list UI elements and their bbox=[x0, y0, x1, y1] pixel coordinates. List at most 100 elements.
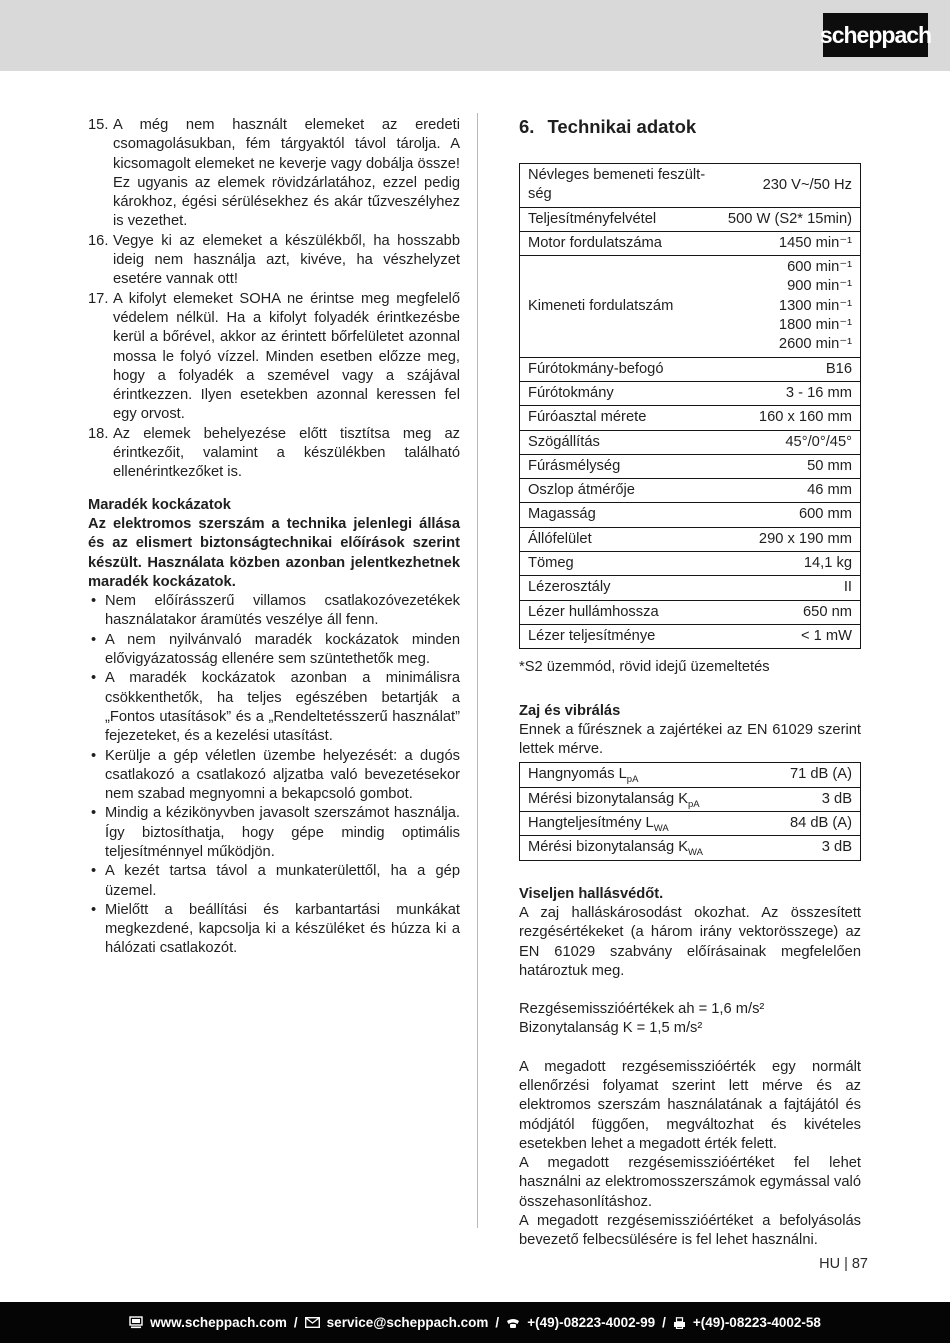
spec-value: 46 mm bbox=[717, 478, 861, 503]
spec-label: Motor fordulatszáma bbox=[519, 230, 718, 256]
numbered-item-16: 16. Vegye ki az elemeket a készülékből, … bbox=[88, 232, 460, 290]
section-title: 6. Technikai adatok bbox=[519, 116, 861, 138]
table-row: Teljesítményfelvétel 500 W (S2* 15min) bbox=[519, 206, 861, 232]
item-number: 18. bbox=[88, 425, 109, 442]
bullet-text: Mindig a kézikönyvben javasolt szerszámo… bbox=[105, 805, 460, 860]
bullet-text: Kerülje a gép véletlen üzembe helyezését… bbox=[105, 747, 460, 803]
hearing-protection-heading: Viseljen hallásvédőt. bbox=[519, 885, 664, 902]
spec-value: 600 min⁻¹ 900 min⁻¹ 1300 min⁻¹ 1800 min⁻… bbox=[717, 255, 861, 358]
table-row: Kimeneti fordulatszám 600 min⁻¹ 900 min⁻… bbox=[519, 255, 861, 358]
bullet-text: Nem előírásszerű villamos csatlakozóveze… bbox=[105, 593, 460, 629]
hearing-paragraph: A zaj halláskárosodást okozhat. Az össze… bbox=[519, 904, 861, 979]
numbered-item-15: 15. A még nem használt elemeket az erede… bbox=[88, 116, 460, 232]
spec-value: B16 bbox=[717, 356, 861, 382]
spec-value: 50 mm bbox=[717, 453, 861, 479]
bullet-item: • Mindig a kézikönyvben javasolt szerszá… bbox=[88, 804, 460, 862]
table-row: Lézer teljesítménye < 1 mW bbox=[519, 623, 861, 649]
spec-label: Magasság bbox=[519, 502, 718, 528]
bullet-icon: • bbox=[91, 670, 97, 687]
bullet-icon: • bbox=[91, 901, 97, 918]
spec-value: 3 - 16 mm bbox=[717, 380, 861, 406]
fax-icon bbox=[673, 1316, 686, 1329]
closing-paragraph: A megadott rezgésemisszióértéket fel leh… bbox=[519, 1155, 861, 1210]
table-row: Mérési bizonytalanság KWA 3 dB bbox=[519, 835, 861, 861]
header-band: scheppach bbox=[0, 0, 950, 71]
column-divider bbox=[477, 113, 478, 1228]
item-text: A kifolyt elemeket SOHA ne érintse meg m… bbox=[113, 290, 460, 423]
bullet-item: • Nem előírásszerű villamos csatlakozóve… bbox=[88, 592, 460, 631]
table-row: Mérési bizonytalanság KpA 3 dB bbox=[519, 786, 861, 812]
bullet-icon: • bbox=[91, 863, 97, 880]
bullet-text: A maradék kockázatok azonban a minimális… bbox=[105, 670, 460, 745]
email-icon bbox=[304, 1317, 320, 1328]
table-row: Hangteljesítmény LWA 84 dB (A) bbox=[519, 811, 861, 836]
bullet-text: Mielőtt a beállítási és karbantartási mu… bbox=[105, 901, 460, 957]
spec-value: < 1 mW bbox=[717, 623, 861, 649]
spec-value: 14,1 kg bbox=[717, 551, 861, 576]
bullet-icon: • bbox=[91, 805, 97, 822]
noise-heading: Zaj és vibrálás bbox=[519, 702, 621, 719]
footer-contact-bar: www.scheppach.com / service@scheppach.co… bbox=[0, 1302, 950, 1343]
table-row: Hangnyomás LpA 71 dB (A) bbox=[520, 763, 861, 787]
spec-label: Fúrótokmány-befogó bbox=[519, 356, 718, 382]
spec-label: Oszlop átmérője bbox=[519, 478, 718, 503]
vibration-emission-line: Rezgésemisszióértékek ah = 1,6 m/s² bbox=[519, 1001, 765, 1018]
table-row: Motor fordulatszáma 1450 min⁻¹ bbox=[519, 230, 861, 256]
noise-value: 84 dB (A) bbox=[761, 811, 861, 836]
subscript: pA bbox=[688, 798, 700, 810]
noise-label: Mérési bizonytalanság KWA bbox=[519, 835, 762, 861]
section-number: 6. bbox=[519, 116, 535, 137]
table-row: Lézerosztály II bbox=[519, 575, 861, 601]
table-row: Fúróasztal mérete 160 x 160 mm bbox=[519, 405, 861, 431]
s2-footnote: *S2 üzemmód, rövid idejű üzemeltetés bbox=[519, 659, 770, 676]
spec-value: 160 x 160 mm bbox=[717, 405, 861, 431]
left-column: 15. A még nem használt elemeket az erede… bbox=[88, 116, 460, 959]
spec-label: Fúrásmélység bbox=[519, 453, 718, 479]
bullet-item: • A kezét tartsa távol a munkaterülettől… bbox=[88, 862, 460, 901]
item-number: 16. bbox=[88, 232, 109, 249]
vibration-values: Rezgésemisszióértékek ah = 1,6 m/s² Bizo… bbox=[519, 1000, 861, 1039]
subscript: WA bbox=[688, 847, 703, 859]
bullet-item: • Mielőtt a beállítási és karbantartási … bbox=[88, 901, 460, 959]
table-row: Fúrótokmány 3 - 16 mm bbox=[519, 380, 861, 406]
subscript: pA bbox=[626, 774, 639, 786]
scheppach-logo: scheppach bbox=[820, 13, 932, 57]
noise-value: 71 dB (A) bbox=[789, 766, 852, 783]
spec-value: 230 V~/50 Hz bbox=[762, 176, 852, 193]
item-number: 17. bbox=[88, 290, 109, 307]
footer-separator: / bbox=[662, 1315, 666, 1330]
bullet-text: A nem nyilvánvaló maradék kockázatok min… bbox=[105, 631, 460, 668]
item-text: A még nem használt elemeket az eredeti c… bbox=[113, 117, 460, 230]
spec-value: 500 W (S2* 15min) bbox=[717, 206, 861, 232]
table-row: Szögállítás 45°/0°/45° bbox=[519, 429, 861, 455]
bullet-item: • A nem nyilvánvaló maradék kockázatok m… bbox=[88, 631, 460, 670]
bullet-icon: • bbox=[91, 747, 97, 764]
bullet-icon: • bbox=[91, 631, 97, 648]
section-title-text: Technikai adatok bbox=[547, 116, 697, 137]
vibration-uncertainty-line: Bizonytalanság K = 1,5 m/s² bbox=[519, 1020, 703, 1037]
table-row: Lézer hullámhossza 650 nm bbox=[519, 599, 861, 625]
residual-risks-heading: Maradék kockázatok bbox=[88, 496, 231, 513]
spec-label: Teljesítményfelvétel bbox=[519, 206, 718, 232]
spec-value: 290 x 190 mm bbox=[717, 526, 861, 552]
bullet-icon: • bbox=[91, 593, 97, 610]
spec-label: Fúrótokmány bbox=[519, 380, 718, 406]
closing-paragraphs: A megadott rezgésemisszióérték egy normá… bbox=[519, 1058, 861, 1251]
table-row: Fúrásmélység 50 mm bbox=[519, 453, 861, 479]
spec-label: Névleges bemeneti feszült- ség bbox=[528, 167, 706, 203]
spec-label: Lézer teljesítménye bbox=[519, 623, 718, 649]
table-row: Oszlop átmérője 46 mm bbox=[519, 478, 861, 503]
spec-label: Kimeneti fordulatszám bbox=[519, 255, 718, 358]
phone-icon bbox=[506, 1317, 520, 1329]
item-text: Vegye ki az elemeket a készülékből, ha h… bbox=[113, 232, 460, 288]
numbered-item-17: 17. A kifolyt elemeket SOHA ne érintse m… bbox=[88, 290, 460, 425]
spec-value: 600 mm bbox=[717, 502, 861, 528]
spec-label: Lézer hullámhossza bbox=[519, 599, 718, 625]
bullet-item: • A maradék kockázatok azonban a minimál… bbox=[88, 669, 460, 746]
noise-label: Hangnyomás LpA bbox=[528, 766, 639, 786]
computer-icon bbox=[129, 1316, 143, 1329]
noise-intro: Ennek a fűrésznek a zajértékei az EN 610… bbox=[519, 721, 861, 758]
footer-email: service@scheppach.com bbox=[326, 1315, 489, 1330]
numbered-item-18: 18. Az elemek behelyezése előtt tisztíts… bbox=[88, 425, 460, 483]
